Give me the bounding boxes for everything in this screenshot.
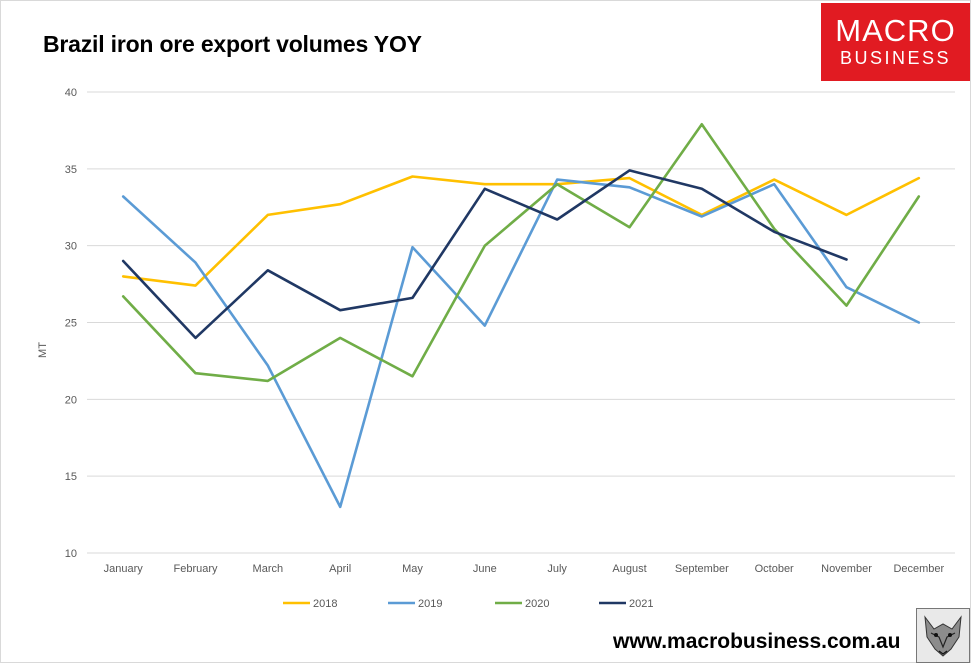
legend: 2018 2019 2020 2021 <box>283 598 653 610</box>
x-tick-label-may: May <box>402 563 423 575</box>
website-url: www.macrobusiness.com.au <box>613 630 901 653</box>
x-tick-labels: January February March April May June July Augu… <box>104 563 945 575</box>
y-tick-label-40: 40 <box>65 87 77 99</box>
y-tick-label-10: 10 <box>65 548 77 560</box>
x-tick-label-august: August <box>612 563 646 575</box>
series-line-2019 <box>121 178 921 509</box>
x-tick-label-march: March <box>253 563 284 575</box>
x-tick-label-november: November <box>821 563 872 575</box>
legend-label-2019: 2019 <box>418 598 442 610</box>
x-tick-label-january: January <box>104 563 144 575</box>
x-tick-label-july: July <box>547 563 567 575</box>
series-line-2020 <box>121 123 921 383</box>
legend-label-2020: 2020 <box>525 598 549 610</box>
logo-line-1: MACRO <box>835 13 956 48</box>
x-tick-label-september: September <box>675 563 729 575</box>
x-tick-label-april: April <box>329 563 351 575</box>
logo-line-2: BUSINESS <box>839 48 952 68</box>
y-tick-label-15: 15 <box>65 471 77 483</box>
y-tick-label-30: 30 <box>65 241 77 253</box>
x-tick-label-october: October <box>755 563 794 575</box>
macro-business-logo: MACRO BUSINESS <box>821 3 970 81</box>
series-lines <box>121 123 921 509</box>
gridlines <box>87 91 955 554</box>
y-tick-label-20: 20 <box>65 394 77 406</box>
y-tick-labels: 10 15 20 25 30 35 40 <box>65 87 77 560</box>
legend-label-2018: 2018 <box>313 598 337 610</box>
series-line-2018 <box>121 175 921 287</box>
y-tick-label-35: 35 <box>65 164 77 176</box>
chart-title: Brazil iron ore export volumes YOY <box>43 31 422 57</box>
legend-label-2021: 2021 <box>629 598 653 610</box>
x-tick-label-june: June <box>473 563 497 575</box>
y-tick-label-25: 25 <box>65 318 77 330</box>
series-line-2021 <box>121 169 848 340</box>
wolf-mascot-image <box>916 608 970 663</box>
y-axis-label: MT <box>37 342 49 358</box>
x-tick-label-december: December <box>893 563 944 575</box>
x-tick-label-february: February <box>173 563 218 575</box>
